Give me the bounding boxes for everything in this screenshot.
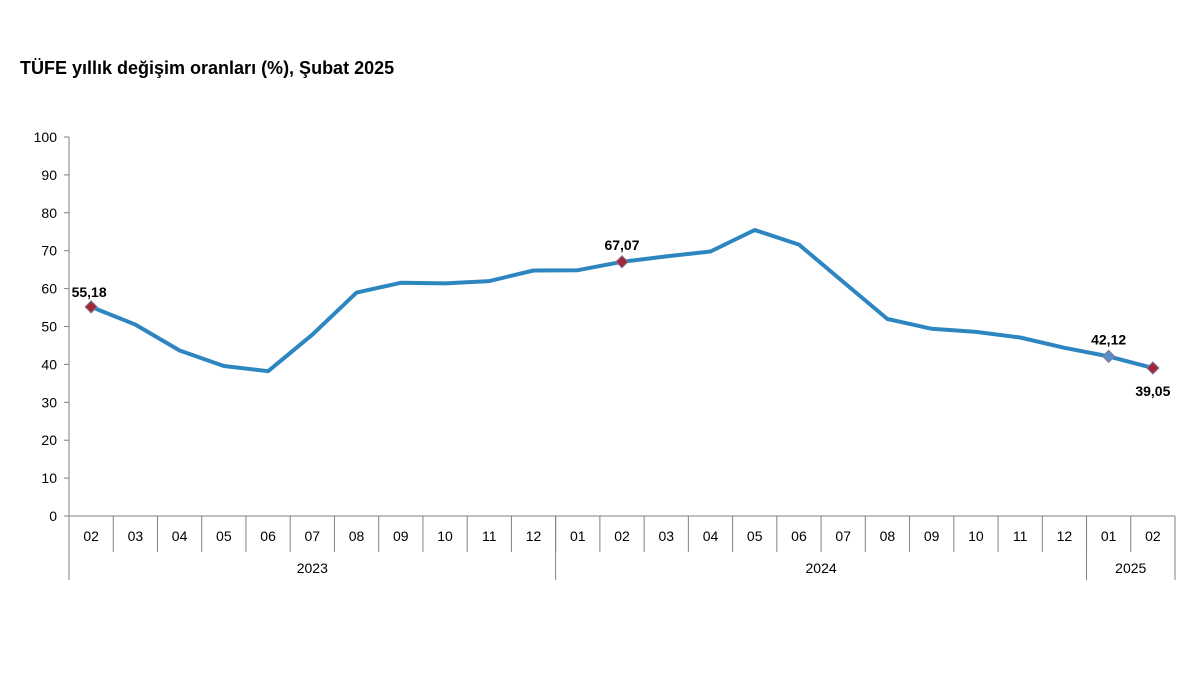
- y-tick-label: 90: [41, 167, 57, 183]
- x-tick-label: 08: [880, 528, 896, 544]
- x-tick-label: 07: [835, 528, 851, 544]
- x-tick-label: 04: [703, 528, 719, 544]
- y-tick-label: 70: [41, 243, 57, 259]
- y-tick-label: 50: [41, 319, 57, 335]
- x-tick-label: 07: [305, 528, 321, 544]
- data-point-marker: [84, 300, 98, 314]
- x-tick-label: 05: [747, 528, 763, 544]
- x-tick-label: 09: [924, 528, 940, 544]
- x-tick-label: 12: [526, 528, 542, 544]
- x-tick-label: 04: [172, 528, 188, 544]
- y-tick-label: 20: [41, 432, 57, 448]
- year-label: 2024: [806, 560, 837, 576]
- x-tick-label: 12: [1057, 528, 1073, 544]
- x-tick-label: 06: [791, 528, 807, 544]
- x-tick-label: 08: [349, 528, 365, 544]
- x-tick-label: 09: [393, 528, 409, 544]
- x-tick-label: 01: [570, 528, 586, 544]
- x-tick-label: 06: [260, 528, 276, 544]
- data-point-marker: [1101, 349, 1116, 364]
- year-label: 2023: [297, 560, 328, 576]
- data-label: 67,07: [604, 237, 639, 253]
- x-tick-label: 01: [1101, 528, 1117, 544]
- y-tick-label: 40: [41, 356, 57, 372]
- data-point-marker: [615, 255, 629, 269]
- x-tick-label: 02: [83, 528, 99, 544]
- y-tick-label: 0: [49, 508, 57, 524]
- x-tick-label: 11: [482, 528, 497, 544]
- x-tick-label: 03: [128, 528, 144, 544]
- x-tick-label: 03: [658, 528, 674, 544]
- y-tick-label: 60: [41, 281, 57, 297]
- data-label: 42,12: [1091, 331, 1126, 347]
- x-tick-label: 10: [437, 528, 453, 544]
- y-tick-label: 100: [34, 129, 58, 145]
- chart-title: TÜFE yıllık değişim oranları (%), Şubat …: [20, 58, 395, 78]
- data-point-marker: [1146, 361, 1160, 375]
- year-label: 2025: [1115, 560, 1146, 576]
- x-tick-label: 10: [968, 528, 984, 544]
- data-label: 55,18: [72, 284, 107, 300]
- x-tick-label: 02: [1145, 528, 1161, 544]
- x-tick-label: 11: [1013, 528, 1028, 544]
- y-tick-label: 10: [41, 470, 57, 486]
- y-tick-label: 80: [41, 205, 57, 221]
- data-label: 39,05: [1135, 383, 1170, 399]
- y-tick-label: 30: [41, 394, 57, 410]
- x-tick-label: 02: [614, 528, 630, 544]
- x-tick-label: 05: [216, 528, 232, 544]
